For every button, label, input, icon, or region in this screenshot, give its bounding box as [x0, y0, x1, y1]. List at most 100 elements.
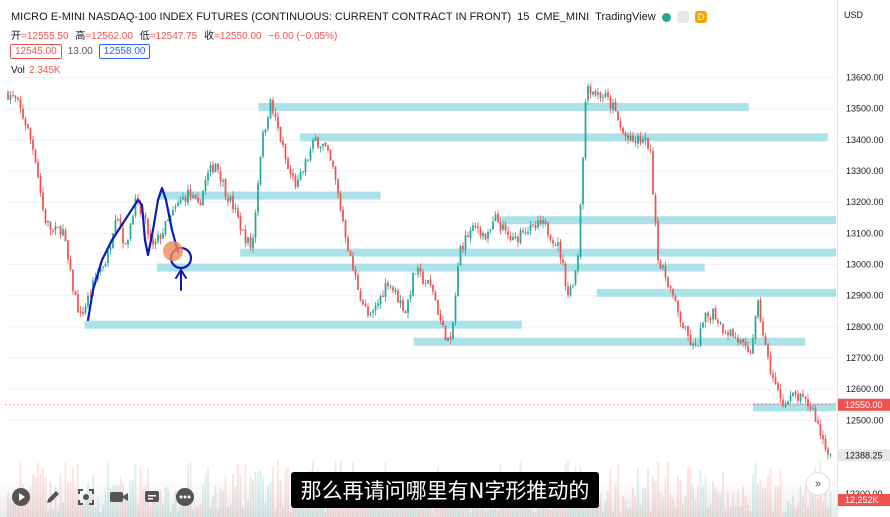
candle-body: [17, 97, 19, 100]
volume-bar: [69, 481, 72, 517]
volume-bar: [167, 486, 169, 517]
candle-body: [179, 199, 182, 204]
candle-body: [247, 237, 249, 243]
candle-body: [72, 269, 74, 291]
caption-icon[interactable]: [141, 486, 163, 508]
candle-body: [732, 329, 734, 337]
candle-body: [712, 308, 714, 320]
candle-body: [512, 236, 514, 240]
candle-body: [147, 219, 149, 235]
candle-body: [327, 145, 329, 151]
volume-bar: [127, 497, 129, 517]
candle-body: [464, 234, 467, 251]
volume-bar: [162, 504, 164, 517]
candle-body: [339, 192, 342, 210]
candle-body: [812, 407, 814, 409]
volume-bar: [134, 464, 137, 517]
candle-body: [747, 346, 749, 352]
volume-bar: [659, 492, 662, 517]
volume-bar: [792, 495, 794, 517]
price-tick-label: 13000.00: [846, 259, 884, 269]
candle-body: [562, 259, 564, 264]
change-value: −6.00 (−0.05%): [268, 31, 338, 42]
volume-bar: [699, 469, 702, 517]
candle-body: [54, 226, 57, 231]
pen-icon[interactable]: [42, 486, 64, 508]
volume-bar: [87, 482, 89, 517]
volume-bar: [669, 494, 672, 517]
candle-body: [677, 300, 679, 313]
candle-body: [322, 143, 324, 147]
interval-label[interactable]: 15: [517, 11, 530, 23]
volume-bar: [692, 486, 694, 517]
price-axis[interactable]: 13600.00 13500.00 13400.00 13300.00 13200.00…: [837, 0, 890, 517]
more-icon[interactable]: [174, 486, 196, 508]
currency-label[interactable]: USD: [844, 10, 864, 20]
candle-body: [274, 113, 277, 118]
volume-bar: [757, 484, 759, 517]
candle-body: [267, 117, 269, 129]
candle-body: [487, 232, 489, 239]
volume-bar: [492, 509, 494, 517]
volume-bar: [534, 512, 537, 517]
volume-bar: [124, 496, 127, 517]
volume-bar: [704, 475, 707, 517]
sell-price-button[interactable]: 12545.00: [10, 44, 62, 59]
volume-bar: [469, 512, 472, 517]
volume-bar: [749, 510, 752, 517]
candle-body: [194, 194, 197, 199]
candle-body: [642, 139, 644, 143]
price-zone: [158, 191, 381, 200]
volume-bar: [152, 495, 154, 517]
candle-body: [602, 97, 604, 99]
candle-body: [757, 300, 759, 317]
candle-body: [432, 284, 434, 292]
volume-bar: [37, 462, 39, 517]
candle-body: [109, 247, 112, 251]
last-price-label-bg: [838, 398, 890, 411]
buy-price-button[interactable]: 12558.00: [98, 44, 151, 59]
price-zone: [157, 263, 705, 272]
candle-body: [12, 94, 14, 96]
scroll-forward-icon[interactable]: »: [806, 472, 830, 496]
candle-body: [524, 232, 527, 234]
volume-bar: [202, 485, 204, 517]
price-tick-label: 13500.00: [846, 104, 884, 114]
volume-bar: [267, 485, 269, 517]
volume-bar: [404, 506, 407, 517]
candle-body: [187, 189, 189, 203]
volume-bar: [92, 474, 94, 517]
volume-bar: [822, 501, 824, 517]
candle-body: [7, 91, 9, 100]
candle-body: [617, 111, 619, 121]
candle-body: [479, 228, 482, 237]
candle-body: [174, 206, 177, 209]
candle-body: [397, 290, 399, 303]
play-icon[interactable]: [10, 486, 32, 508]
volume-bar: [742, 486, 744, 517]
volume-bar: [224, 476, 227, 517]
volume-bar: [277, 460, 279, 517]
camera-icon[interactable]: [108, 486, 130, 508]
candle-body: [737, 337, 739, 343]
volume-label: Vol: [11, 65, 25, 76]
candle-body: [334, 166, 337, 180]
volume-bar: [597, 501, 599, 517]
symbol-title[interactable]: MICRO E-MINI NASDAQ-100 INDEX FUTURES (C…: [11, 11, 512, 23]
volume-bar: [707, 506, 709, 517]
candle-body: [692, 343, 694, 346]
candle-body: [164, 221, 167, 235]
candle-body: [739, 339, 742, 344]
candle-body: [189, 188, 192, 197]
volume-bar: [634, 496, 637, 517]
candle-body: [374, 305, 377, 311]
fullscreen-icon[interactable]: [75, 486, 97, 508]
volume-bar: [442, 502, 444, 517]
candle-body: [717, 320, 719, 324]
volume-bar: [824, 479, 827, 517]
candle-body: [47, 220, 49, 223]
candle-body: [792, 392, 794, 396]
price-zone: [596, 288, 836, 297]
